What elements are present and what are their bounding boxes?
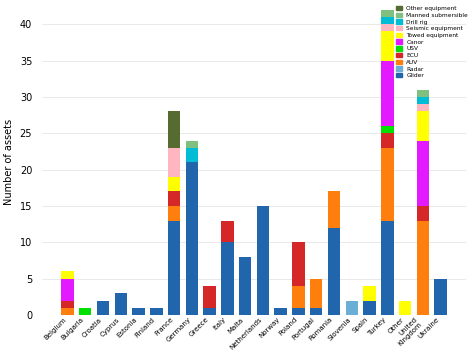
- Bar: [221, 242, 234, 315]
- Bar: [221, 220, 234, 242]
- Bar: [381, 133, 393, 148]
- Legend: Other equipment, Manned submersible, Drill rig, Seismic equipment, Towed equipme: Other equipment, Manned submersible, Dri…: [394, 4, 470, 81]
- Bar: [310, 279, 322, 308]
- Bar: [257, 206, 269, 315]
- Bar: [292, 286, 305, 308]
- Bar: [168, 111, 180, 148]
- Bar: [203, 286, 216, 308]
- Bar: [381, 17, 393, 24]
- Bar: [239, 257, 251, 315]
- Bar: [186, 148, 198, 162]
- Bar: [381, 61, 393, 126]
- Bar: [115, 293, 127, 315]
- Y-axis label: Number of assets: Number of assets: [4, 119, 14, 206]
- Bar: [150, 308, 163, 315]
- Bar: [186, 162, 198, 315]
- Bar: [435, 279, 447, 315]
- Bar: [310, 308, 322, 315]
- Bar: [417, 206, 429, 220]
- Bar: [168, 206, 180, 220]
- Bar: [292, 242, 305, 286]
- Bar: [328, 228, 340, 315]
- Bar: [417, 89, 429, 97]
- Bar: [346, 301, 358, 315]
- Bar: [328, 191, 340, 228]
- Bar: [79, 308, 91, 315]
- Bar: [292, 308, 305, 315]
- Bar: [381, 220, 393, 315]
- Bar: [381, 10, 393, 17]
- Bar: [381, 32, 393, 61]
- Bar: [381, 126, 393, 133]
- Bar: [203, 308, 216, 315]
- Bar: [61, 272, 73, 279]
- Bar: [61, 308, 73, 315]
- Bar: [61, 301, 73, 308]
- Bar: [364, 286, 376, 301]
- Bar: [132, 308, 145, 315]
- Bar: [61, 279, 73, 301]
- Bar: [417, 220, 429, 315]
- Bar: [417, 141, 429, 206]
- Bar: [274, 308, 287, 315]
- Bar: [168, 220, 180, 315]
- Bar: [417, 111, 429, 141]
- Bar: [168, 148, 180, 177]
- Bar: [417, 104, 429, 111]
- Bar: [381, 148, 393, 220]
- Bar: [97, 301, 109, 315]
- Bar: [364, 301, 376, 315]
- Bar: [381, 24, 393, 32]
- Bar: [186, 141, 198, 148]
- Bar: [168, 177, 180, 191]
- Bar: [417, 97, 429, 104]
- Bar: [399, 301, 411, 315]
- Bar: [168, 191, 180, 206]
